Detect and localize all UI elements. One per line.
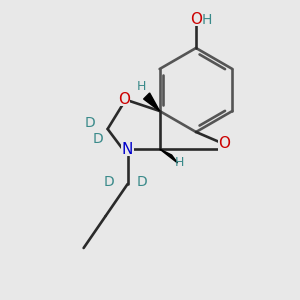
FancyBboxPatch shape — [117, 92, 130, 106]
Text: H: H — [202, 13, 212, 27]
FancyBboxPatch shape — [121, 142, 134, 155]
Text: D: D — [92, 132, 103, 146]
Polygon shape — [160, 149, 178, 163]
Text: H: H — [137, 80, 146, 94]
FancyBboxPatch shape — [190, 14, 202, 26]
Polygon shape — [144, 93, 160, 111]
Text: N: N — [122, 142, 133, 157]
Text: D: D — [136, 175, 147, 189]
FancyBboxPatch shape — [218, 137, 230, 151]
Text: D: D — [103, 175, 114, 189]
Text: O: O — [218, 136, 230, 152]
Text: O: O — [118, 92, 130, 106]
Text: D: D — [84, 116, 95, 130]
Text: H: H — [175, 157, 184, 169]
Text: O: O — [190, 13, 202, 28]
